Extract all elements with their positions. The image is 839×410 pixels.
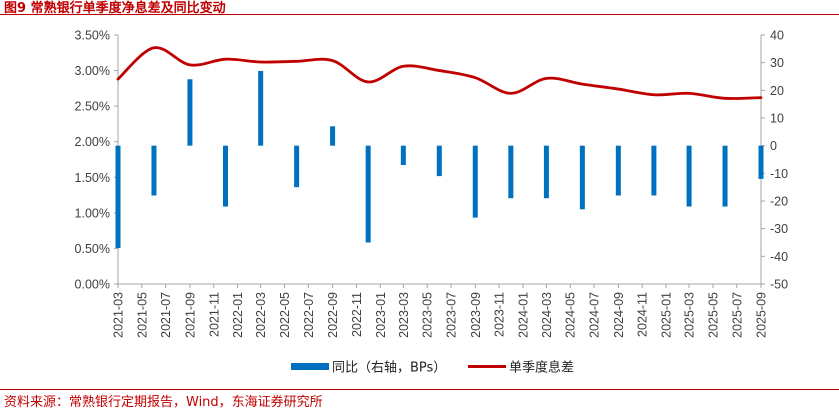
left-tick-label: 3.00% <box>75 64 110 78</box>
left-tick-label: 3.50% <box>75 29 110 43</box>
x-tick-label: 2022-05 <box>278 292 292 338</box>
x-tick-label: 2025-03 <box>683 292 697 338</box>
bar <box>580 146 585 210</box>
left-tick-label: 1.00% <box>75 206 110 220</box>
x-tick-label: 2021-09 <box>183 292 197 338</box>
bar <box>401 146 406 165</box>
bar <box>151 146 156 196</box>
line-series <box>118 48 761 99</box>
bar <box>651 146 656 196</box>
x-tick-label: 2025-05 <box>706 292 720 338</box>
x-tick-label: 2023-05 <box>421 292 435 338</box>
bar <box>258 71 263 146</box>
x-tick-label: 2021-11 <box>207 292 221 337</box>
x-tick-label: 2023-07 <box>445 292 459 338</box>
source-divider <box>0 389 839 390</box>
x-tick-label: 2025-01 <box>660 292 674 338</box>
right-tick-label: -50 <box>770 278 788 292</box>
bar <box>723 146 728 207</box>
right-tick-label: 30 <box>770 56 784 70</box>
bar <box>437 146 442 176</box>
left-tick-label: 2.50% <box>75 100 110 114</box>
right-tick-label: -20 <box>770 195 788 209</box>
x-tick-label: 2024-11 <box>636 292 650 337</box>
left-tick-label: 0.50% <box>75 242 110 256</box>
right-tick-label: 10 <box>770 112 784 126</box>
left-tick-label: 2.00% <box>75 135 110 149</box>
chart: 0.00% 0.50% 1.00% 1.50% 2.00% 2.50% 3.00% 3.50%… <box>0 0 839 401</box>
x-tick-label: 2022-07 <box>302 292 316 338</box>
x-tick-label: 2024-01 <box>516 292 530 338</box>
x-tick-label: 2025-07 <box>730 292 744 338</box>
bar <box>616 146 621 196</box>
bar <box>544 146 549 199</box>
bar <box>116 146 121 248</box>
right-tick-label: 40 <box>770 29 784 43</box>
bar-series <box>116 71 764 248</box>
legend: 同比（右轴，BPs） 单季度息差 <box>291 360 574 376</box>
tick-labels: 0.00% 0.50% 1.00% 1.50% 2.00% 2.50% 3.00% 3.50%… <box>75 29 789 338</box>
x-tick-label: 2023-09 <box>469 292 483 338</box>
x-tick-label: 2021-07 <box>159 292 173 338</box>
x-tick-label: 2022-09 <box>326 292 340 338</box>
left-tick-label: 1.50% <box>75 171 110 185</box>
x-tick-label: 2022-11 <box>350 292 364 337</box>
bar <box>187 79 192 145</box>
bar <box>223 146 228 207</box>
bar <box>759 146 764 179</box>
bar <box>294 146 299 188</box>
bar <box>687 146 692 207</box>
left-tick-label: 0.00% <box>75 278 110 292</box>
x-tick-label: 2024-05 <box>564 292 578 338</box>
x-tick-label: 2025-09 <box>755 292 769 338</box>
bar <box>366 146 371 243</box>
legend-swatch-bar <box>291 363 329 370</box>
x-tick-label: 2022-01 <box>231 292 245 338</box>
line-margin <box>118 48 761 99</box>
x-tick-label: 2023-01 <box>374 292 388 338</box>
right-tick-label: -10 <box>770 167 788 181</box>
right-tick-label: -30 <box>770 222 788 236</box>
bar <box>330 126 335 145</box>
bar <box>508 146 513 199</box>
x-tick-label: 2023-03 <box>397 292 411 338</box>
right-tick-label: 0 <box>770 139 777 153</box>
x-tick-label: 2021-03 <box>112 292 126 338</box>
x-tick-label: 2024-09 <box>612 292 626 338</box>
x-tick-label: 2024-03 <box>540 292 554 338</box>
bar <box>473 146 478 218</box>
right-tick-label: -40 <box>770 250 788 264</box>
x-tick-label: 2024-07 <box>588 292 602 338</box>
right-tick-label: 20 <box>770 84 784 98</box>
x-tick-label: 2023-11 <box>493 292 507 337</box>
x-tick-label: 2021-05 <box>135 292 149 338</box>
legend-label-bar: 同比（右轴，BPs） <box>332 361 446 376</box>
legend-label-line: 单季度息差 <box>509 360 574 376</box>
x-tick-label: 2022-03 <box>254 292 268 338</box>
